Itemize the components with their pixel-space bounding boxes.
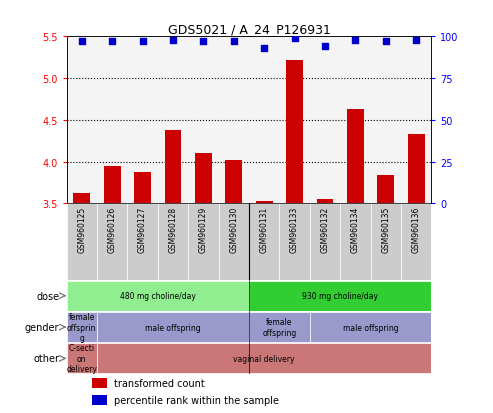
Bar <box>97 37 127 204</box>
Bar <box>158 37 188 204</box>
Bar <box>256 202 273 204</box>
Text: other: other <box>33 354 59 363</box>
Bar <box>408 135 424 204</box>
Title: GDS5021 / A_24_P126931: GDS5021 / A_24_P126931 <box>168 23 330 36</box>
Point <box>352 37 359 44</box>
Bar <box>67 281 249 311</box>
Text: transformed count: transformed count <box>114 378 205 388</box>
Text: GSM960129: GSM960129 <box>199 206 208 252</box>
Bar <box>347 110 364 204</box>
Point <box>382 39 389 45</box>
Bar <box>97 312 249 342</box>
Text: GSM960136: GSM960136 <box>412 206 421 252</box>
Bar <box>195 154 211 204</box>
Bar <box>127 204 158 280</box>
Bar <box>249 312 310 342</box>
Point <box>108 39 116 45</box>
Bar <box>340 204 371 280</box>
Bar <box>92 377 106 388</box>
Text: female
offsprin
g: female offsprin g <box>67 312 97 342</box>
Point <box>291 36 299 42</box>
Text: GSM960131: GSM960131 <box>260 206 269 252</box>
Point <box>78 39 86 45</box>
Bar <box>249 281 431 311</box>
Text: 480 mg choline/day: 480 mg choline/day <box>120 292 196 301</box>
Bar <box>286 61 303 204</box>
Point <box>169 37 177 44</box>
Point <box>199 39 208 45</box>
Bar <box>165 131 181 204</box>
Bar <box>280 37 310 204</box>
Text: GSM960130: GSM960130 <box>229 206 238 252</box>
Bar <box>225 161 242 204</box>
Bar <box>310 312 431 342</box>
Text: vaginal delivery: vaginal delivery <box>233 354 295 363</box>
Bar <box>378 176 394 204</box>
Text: male offspring: male offspring <box>343 323 398 332</box>
Text: C-secti
on
delivery: C-secti on delivery <box>67 344 97 373</box>
Text: female
offspring: female offspring <box>262 318 296 337</box>
Bar <box>249 37 280 204</box>
Bar <box>67 312 97 342</box>
Bar <box>73 193 90 204</box>
Bar <box>310 204 340 280</box>
Bar <box>310 37 340 204</box>
Bar <box>371 204 401 280</box>
Bar <box>67 37 97 204</box>
Text: GSM960133: GSM960133 <box>290 206 299 252</box>
Text: GSM960134: GSM960134 <box>351 206 360 252</box>
Point <box>260 45 268 52</box>
Text: GSM960126: GSM960126 <box>107 206 117 252</box>
Bar <box>134 173 151 204</box>
Text: GSM960125: GSM960125 <box>77 206 86 252</box>
Bar <box>401 204 431 280</box>
Bar <box>188 37 218 204</box>
Point <box>230 39 238 45</box>
Text: 930 mg choline/day: 930 mg choline/day <box>302 292 378 301</box>
Text: GSM960127: GSM960127 <box>138 206 147 252</box>
Bar <box>67 204 97 280</box>
Bar <box>249 204 280 280</box>
Point <box>139 39 146 45</box>
Bar <box>92 395 106 406</box>
Bar <box>158 204 188 280</box>
Text: gender: gender <box>25 322 59 332</box>
Point <box>412 37 420 44</box>
Bar <box>67 344 97 373</box>
Bar <box>104 166 120 204</box>
Bar <box>401 37 431 204</box>
Bar <box>280 204 310 280</box>
Text: percentile rank within the sample: percentile rank within the sample <box>114 395 279 405</box>
Point <box>321 44 329 50</box>
Text: male offspring: male offspring <box>145 323 201 332</box>
Bar <box>218 37 249 204</box>
Bar <box>218 204 249 280</box>
Text: GSM960132: GSM960132 <box>320 206 329 252</box>
Text: GSM960135: GSM960135 <box>381 206 390 252</box>
Text: dose: dose <box>36 291 59 301</box>
Bar <box>340 37 371 204</box>
Bar <box>127 37 158 204</box>
Bar <box>371 37 401 204</box>
Bar <box>188 204 218 280</box>
Bar <box>97 204 127 280</box>
Bar <box>317 200 333 204</box>
Text: GSM960128: GSM960128 <box>169 206 177 252</box>
